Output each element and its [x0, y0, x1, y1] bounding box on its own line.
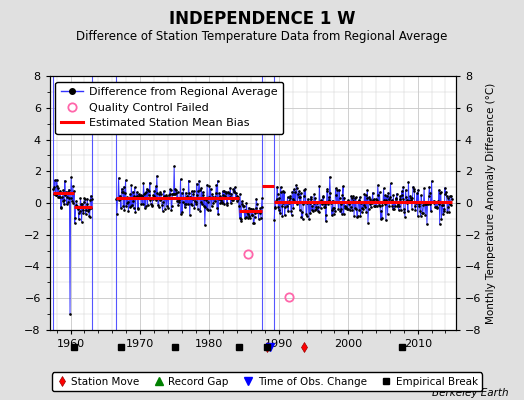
- Text: Difference of Station Temperature Data from Regional Average: Difference of Station Temperature Data f…: [77, 30, 447, 43]
- Text: Berkeley Earth: Berkeley Earth: [432, 388, 508, 398]
- Text: INDEPENDENCE 1 W: INDEPENDENCE 1 W: [169, 10, 355, 28]
- Legend: Difference from Regional Average, Quality Control Failed, Estimated Station Mean: Difference from Regional Average, Qualit…: [56, 82, 283, 134]
- Legend: Station Move, Record Gap, Time of Obs. Change, Empirical Break: Station Move, Record Gap, Time of Obs. C…: [52, 372, 482, 391]
- Y-axis label: Monthly Temperature Anomaly Difference (°C): Monthly Temperature Anomaly Difference (…: [486, 82, 496, 324]
